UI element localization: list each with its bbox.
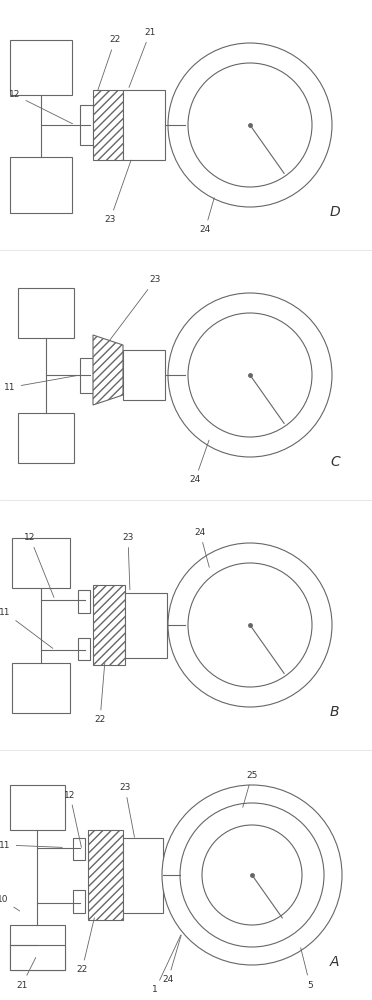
Text: 22: 22 (98, 35, 121, 90)
Circle shape (168, 543, 332, 707)
Circle shape (202, 825, 302, 925)
Text: 25: 25 (243, 770, 258, 807)
Text: 12: 12 (9, 90, 73, 124)
Text: 12: 12 (24, 533, 54, 597)
Text: D: D (330, 206, 341, 220)
Bar (10, 925, 65, 970)
Bar (10, 945, 65, 970)
Bar (80, 105, 93, 145)
Bar (93, 585, 125, 665)
Bar (10, 785, 65, 830)
Bar (18, 288, 74, 338)
Bar (125, 592, 167, 658)
Text: 5: 5 (301, 948, 313, 990)
Text: 24: 24 (195, 528, 209, 567)
Text: 21: 21 (16, 957, 36, 990)
Text: 12: 12 (64, 790, 81, 847)
Bar (123, 90, 165, 160)
Text: 11: 11 (0, 840, 62, 850)
Text: 24: 24 (199, 198, 214, 234)
Bar (18, 412, 74, 462)
Bar (12, 538, 70, 587)
Text: 10: 10 (0, 896, 20, 911)
Text: 23: 23 (119, 783, 135, 837)
Text: 24: 24 (189, 440, 209, 485)
Bar (123, 350, 165, 400)
Text: 21: 21 (129, 28, 156, 87)
Bar (78, 590, 90, 612)
Text: 22: 22 (94, 663, 106, 724)
Text: 23: 23 (122, 533, 134, 590)
Text: A: A (330, 956, 340, 970)
Text: B: B (330, 706, 340, 720)
Text: 23: 23 (104, 160, 131, 225)
Bar (88, 830, 123, 920)
Text: 11: 11 (0, 608, 53, 648)
Text: 1: 1 (152, 935, 181, 994)
Bar (12, 662, 70, 712)
Bar (73, 890, 85, 912)
Circle shape (180, 803, 324, 947)
Circle shape (188, 63, 312, 187)
Text: 24: 24 (162, 935, 181, 984)
Bar (10, 157, 72, 213)
Bar (73, 838, 85, 860)
Bar (80, 358, 93, 392)
Text: 22: 22 (76, 918, 94, 974)
Text: C: C (330, 456, 340, 470)
Text: 11: 11 (4, 375, 77, 392)
Circle shape (188, 313, 312, 437)
Polygon shape (93, 335, 123, 405)
Bar (123, 838, 163, 912)
Circle shape (168, 293, 332, 457)
Bar (10, 40, 72, 95)
Circle shape (188, 563, 312, 687)
Text: 23: 23 (110, 275, 161, 340)
Bar (93, 90, 123, 160)
Circle shape (162, 785, 342, 965)
Circle shape (168, 43, 332, 207)
Bar (78, 638, 90, 660)
